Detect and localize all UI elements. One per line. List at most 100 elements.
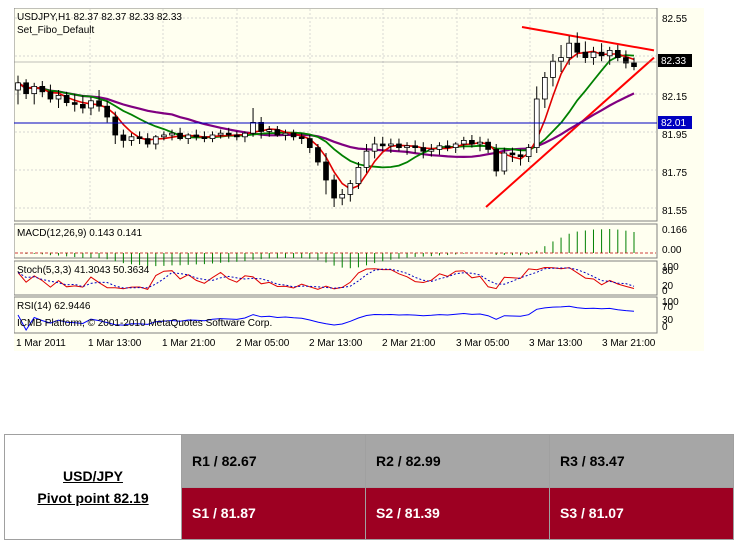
rsi-label: RSI(14) 62.9446: [17, 301, 91, 312]
time-tick: 3 Mar 13:00: [529, 338, 583, 349]
candle-body: [209, 134, 216, 139]
price-tick: 81.75: [662, 168, 687, 179]
candle-body: [128, 136, 135, 141]
trendlines: [485, 26, 655, 208]
time-tick: 2 Mar 21:00: [382, 338, 436, 349]
candle-body: [39, 86, 46, 93]
candle-body: [55, 95, 62, 100]
candle-body: [217, 132, 224, 136]
candle-body: [112, 116, 119, 136]
candle-body: [250, 122, 256, 134]
candle-body: [315, 147, 321, 163]
candle-body: [469, 139, 475, 145]
candle-body: [282, 132, 289, 136]
price-tick: 81.95: [662, 130, 687, 141]
trendline-support: [485, 56, 655, 208]
candle-body: [590, 51, 597, 59]
candle-body: [631, 62, 637, 67]
hline-price-label: 82.01: [661, 118, 686, 129]
candle-body: [80, 104, 86, 109]
r1-cell: R1 / 82.67: [181, 434, 366, 488]
time-tick: 1 Mar 21:00: [162, 338, 216, 349]
time-tick: 1 Mar 13:00: [88, 338, 142, 349]
time-axis: 1 Mar 2011 1 Mar 13:00 1 Mar 21:00 2 Mar…: [16, 338, 656, 349]
candle-body: [306, 138, 313, 149]
candle-body: [412, 145, 418, 149]
candle-body: [88, 100, 94, 109]
candle-body: [558, 57, 564, 62]
candle-body: [266, 129, 273, 132]
candle-body: [193, 134, 200, 138]
candle-body: [31, 86, 38, 95]
candle-body: [136, 136, 143, 140]
candle-body: [614, 50, 621, 59]
rsi-tick: 100: [662, 297, 679, 308]
candle-body: [574, 42, 581, 53]
macd-tick: 0.166: [662, 225, 687, 236]
candle-body: [606, 50, 613, 57]
candle-body: [274, 129, 281, 136]
rsi-panel: [14, 296, 658, 334]
candle-body: [436, 145, 443, 150]
chart-canvas[interactable]: USDJPY,H1 82.37 82.37 82.33 82.33 Set_Fi…: [14, 8, 704, 351]
hline-badge: [658, 116, 692, 129]
candle-body: [47, 91, 54, 100]
candle-body: [185, 134, 192, 139]
current-price-badge: [658, 54, 692, 67]
current-price-label: 82.33: [661, 56, 686, 67]
time-tick: 3 Mar 21:00: [602, 338, 656, 349]
candle-body: [63, 95, 70, 104]
candle-body: [623, 57, 629, 64]
candle-body: [347, 183, 354, 195]
candle-body: [460, 139, 467, 145]
candle-body: [258, 122, 264, 132]
rsi-line: [17, 305, 635, 331]
s1-cell: S1 / 81.87: [181, 486, 366, 540]
candle-body: [420, 147, 427, 152]
candle-body: [598, 51, 605, 57]
chart-header-symbol: USDJPY,H1 82.37 82.37 82.33 82.33: [17, 12, 182, 23]
candle-body: [509, 152, 516, 156]
candle-body: [363, 150, 370, 168]
stoch-main-line: [17, 266, 635, 290]
copyright-label: ICMB Platform, © 2001-2010 MetaQuotes So…: [17, 318, 272, 329]
candle-body: [23, 82, 29, 95]
candle-body: [379, 143, 386, 147]
indicator-lines: [15, 229, 656, 331]
candle-body: [234, 134, 240, 138]
macd-tick: 0.00: [662, 245, 682, 256]
candle-body: [525, 147, 532, 158]
rsi-tick: 0: [662, 322, 668, 333]
r2-cell: R2 / 82.99: [365, 434, 550, 488]
candle-body: [71, 102, 78, 105]
candle-body: [177, 132, 183, 139]
rsi-tick: 30: [662, 315, 674, 326]
candle-body: [396, 143, 402, 148]
stoch-tick: 100: [662, 262, 679, 273]
candle-body: [371, 143, 378, 152]
candle-body: [582, 51, 589, 59]
candle-body: [339, 193, 346, 199]
trading-chart[interactable]: USDJPY,H1 82.37 82.37 82.33 82.33 Set_Fi…: [14, 8, 704, 351]
candle-body: [15, 82, 21, 91]
time-tick: 2 Mar 13:00: [309, 338, 363, 349]
candle-body: [355, 166, 362, 184]
time-tick: 1 Mar 2011: [16, 338, 66, 349]
support-row: S1 / 81.87 S2 / 81.39 S3 / 81.07: [5, 486, 734, 540]
candle-body: [323, 161, 329, 181]
stoch-tick: 20: [662, 281, 674, 292]
candle-body: [161, 134, 167, 138]
candle-body: [501, 152, 508, 172]
candle-body: [477, 141, 483, 145]
candle-body: [298, 136, 305, 140]
candle-body: [201, 136, 208, 140]
r3-cell: R3 / 83.47: [549, 434, 734, 488]
candle-body: [404, 145, 410, 149]
candle-body: [96, 100, 102, 107]
s2-cell: S2 / 81.39: [365, 486, 550, 540]
s3-cell: S3 / 81.07: [549, 486, 734, 540]
candle-body: [144, 138, 151, 145]
candle-body: [104, 105, 110, 118]
candle-body: [428, 148, 435, 152]
